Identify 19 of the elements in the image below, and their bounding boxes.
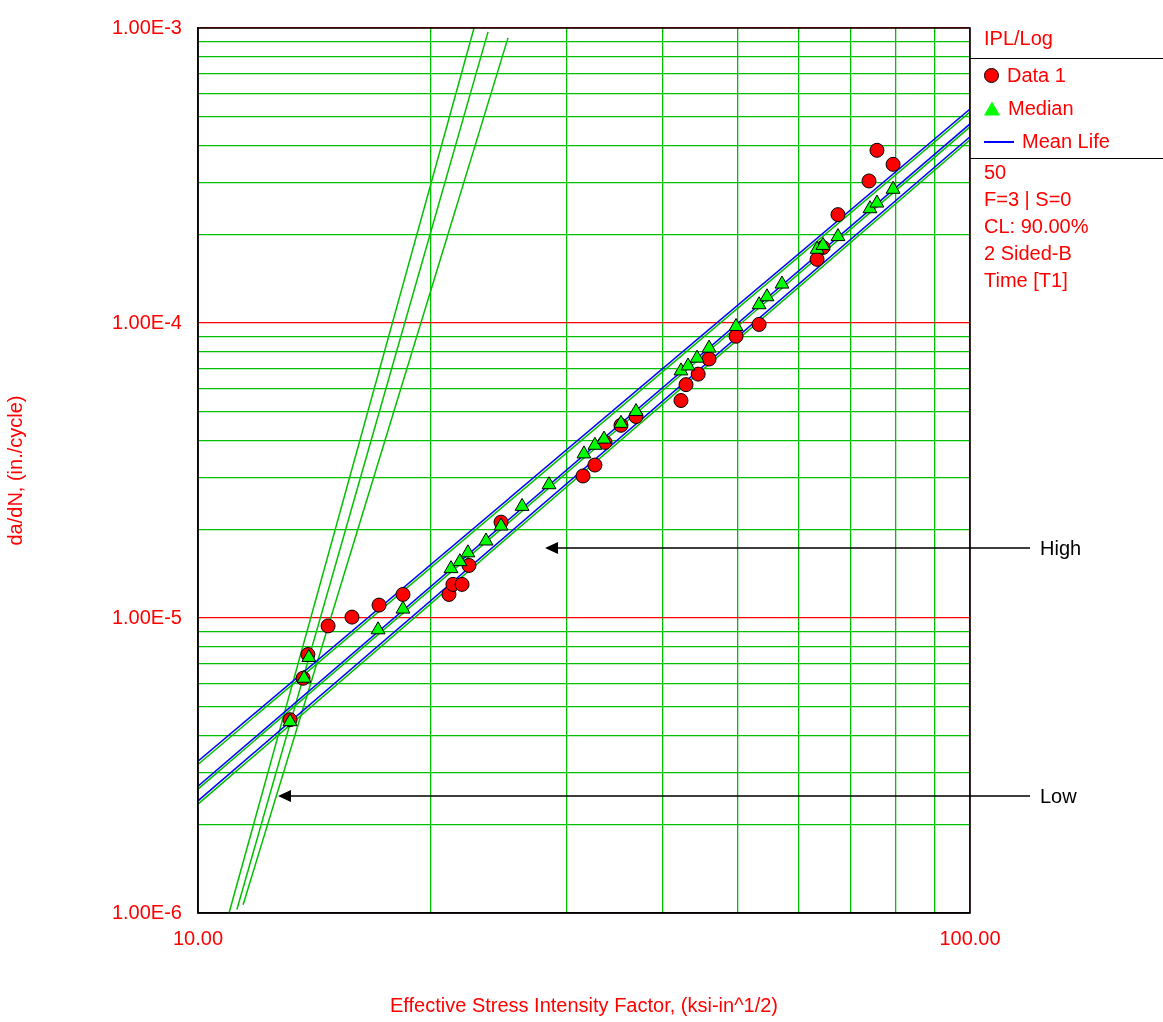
y-tick-label: 1.00E-3 (111, 15, 182, 38)
legend-label: Data 1 (1007, 64, 1066, 87)
legend-label: Mean Life (1022, 130, 1110, 153)
legend-label: Median (1008, 97, 1074, 120)
text: 50 (970, 158, 1163, 186)
text: Time [T1] (983, 268, 1069, 293)
x-axis-title: Effective Stress Intensity Factor, (ksi-in^1/2) (389, 993, 779, 1016)
y-tick-label: 1.00E-4 (111, 310, 182, 333)
x-tick-label: 10.00 (172, 926, 224, 949)
x-tick-label: 100.00 (939, 926, 1001, 949)
y-tick-label: 1.00E-5 (111, 605, 182, 628)
y-axis-title: da/dN, (in./cycle) (3, 395, 26, 546)
text: 2 Sided-B (983, 241, 1073, 266)
text: F=3 | S=0 (983, 187, 1073, 212)
y-tick-label: 1.00E-6 (111, 900, 182, 923)
text: CL: 90.00% (983, 214, 1090, 239)
legend-title: IPL/Log (983, 25, 1054, 51)
text: High (1040, 536, 1082, 560)
text: Low (1040, 784, 1077, 808)
